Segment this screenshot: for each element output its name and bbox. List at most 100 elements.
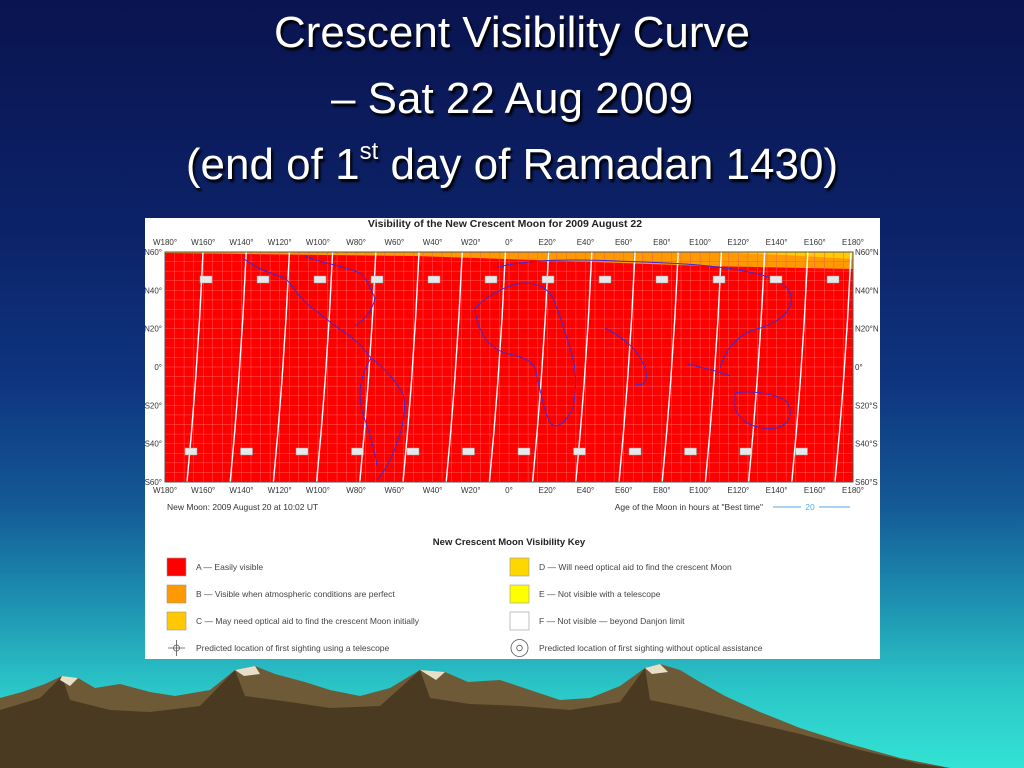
key-label: B — Visible when atmospheric conditions … xyxy=(196,589,395,599)
latitude-label: S60° xyxy=(145,478,162,487)
age-curve xyxy=(402,251,420,483)
longitude-label: E20° xyxy=(539,486,556,495)
curve-label-box xyxy=(598,275,612,284)
slide-title: Crescent Visibility Curve – Sat 22 Aug 2… xyxy=(0,0,1024,198)
title-line-3: (end of 1st day of Ramadan 1430) xyxy=(0,132,1024,198)
longitude-label: W180° xyxy=(153,486,177,495)
curve-label-box xyxy=(184,447,198,456)
curve-label-box xyxy=(826,275,840,284)
longitude-label: W160° xyxy=(191,486,215,495)
key-label: E — Not visible with a telescope xyxy=(539,589,661,599)
title-line-3-pre: (end of 1 xyxy=(185,140,360,189)
latitude-label: S20°S xyxy=(855,401,878,410)
age-curve xyxy=(315,251,334,483)
title-superscript: st xyxy=(359,138,379,165)
curve-label-box xyxy=(739,447,753,456)
curve-label-box xyxy=(370,275,384,284)
longitude-label: W80° xyxy=(346,238,366,247)
longitude-label: W80° xyxy=(346,486,366,495)
curve-label-box xyxy=(684,447,697,456)
longitude-label: E140° xyxy=(766,238,788,247)
key-label: Predicted location of first sighting wit… xyxy=(539,643,763,653)
curve-label-box xyxy=(462,447,475,456)
moon-age-text: Age of the Moon in hours at "Best time" xyxy=(615,502,763,512)
longitude-label: E80° xyxy=(653,486,670,495)
curve-label-box xyxy=(795,447,808,456)
longitude-label: 0° xyxy=(505,238,513,247)
latitude-label: N20°N xyxy=(855,325,879,334)
telescope-symbol-icon xyxy=(173,644,180,652)
latitude-label: S40° xyxy=(145,440,162,449)
curve-label-box xyxy=(406,447,420,456)
longitude-label: E40° xyxy=(577,486,594,495)
latitude-label: N40° xyxy=(145,286,162,295)
title-line-2: – Sat 22 Aug 2009 xyxy=(330,74,694,123)
longitude-labels-top: W180° W160° W140° W120° W100° W80° W60° W40° W20… xyxy=(153,238,864,247)
curve-label-box xyxy=(295,447,309,456)
longitude-label: E180° xyxy=(842,486,864,495)
latitude-label: S40°S xyxy=(855,440,878,449)
mountain-shadow xyxy=(0,668,950,768)
map-title: Visibility of the New Crescent Moon for … xyxy=(368,218,642,230)
curve-label-box xyxy=(351,447,364,456)
longitude-label: E140° xyxy=(766,486,788,495)
longitude-label: W40° xyxy=(423,486,443,495)
latitude-labels-right: N60°N N40°N N20°N 0° S20°S S40°S S60°S xyxy=(855,248,879,487)
curve-label-box xyxy=(517,447,531,456)
curve-label-box xyxy=(628,447,642,456)
curve-label-box xyxy=(769,275,783,284)
longitude-label: W180° xyxy=(153,238,177,247)
world-map xyxy=(164,251,854,483)
key-swatch xyxy=(509,557,530,577)
key-label: Predicted location of first sighting usi… xyxy=(196,643,390,653)
longitude-label: E160° xyxy=(804,238,826,247)
longitude-label: W40° xyxy=(423,238,443,247)
key-swatch xyxy=(509,584,530,604)
longitude-label: W20° xyxy=(461,238,481,247)
longitude-label: E20° xyxy=(539,238,556,247)
longitude-label: E60° xyxy=(615,238,632,247)
naked-eye-symbol-icon xyxy=(510,639,529,657)
longitude-label: W140° xyxy=(229,486,253,495)
key-label: A — Easily visible xyxy=(196,562,263,572)
longitude-label: W120° xyxy=(268,238,292,247)
longitude-label: 0° xyxy=(505,486,513,495)
new-moon-text: New Moon: 2009 August 20 at 10:02 UT xyxy=(167,502,318,512)
longitude-label: W120° xyxy=(268,486,292,495)
curve-label-box xyxy=(484,275,498,284)
key-swatch xyxy=(166,584,187,604)
longitude-label: E100° xyxy=(689,238,711,247)
latitude-labels-left: N60° N40° N20° 0° S20° S40° S60° xyxy=(145,248,162,487)
age-curve xyxy=(618,251,636,483)
latitude-label: N60°N xyxy=(855,248,879,257)
visibility-key: A — Easily visible B — Visible when atmos… xyxy=(166,557,763,657)
visibility-figure-svg: Visibility of the New Crescent Moon for … xyxy=(145,218,879,657)
longitude-label: E160° xyxy=(804,486,826,495)
curve-label-box xyxy=(427,275,441,284)
longitude-label: E60° xyxy=(615,486,632,495)
longitude-label: E180° xyxy=(842,238,864,247)
naked-eye-symbol-icon xyxy=(516,644,523,652)
snow-caps xyxy=(60,664,668,686)
key-label: F — Not visible — beyond Danjon limit xyxy=(539,616,685,626)
sighting-markers xyxy=(184,275,840,456)
mountain-landscape xyxy=(0,664,950,768)
curve-label-box xyxy=(541,275,555,284)
key-swatch xyxy=(166,557,187,577)
latitude-label: N60° xyxy=(145,248,162,257)
curve-label-box xyxy=(313,275,327,284)
title-line-3-post: day of Ramadan 1430) xyxy=(378,140,839,189)
key-label: D — Will need optical aid to find the cr… xyxy=(539,562,732,572)
key-label: C — May need optical aid to find the cre… xyxy=(196,616,420,626)
curve-label-box xyxy=(199,275,213,284)
longitude-label: E40° xyxy=(577,238,594,247)
longitude-label: W100° xyxy=(306,486,330,495)
age-value: 20 xyxy=(805,502,815,512)
longitude-label: E80° xyxy=(653,238,670,247)
latitude-label: S60°S xyxy=(855,478,878,487)
curve-label-box xyxy=(573,447,586,456)
longitude-labels-bottom: W180° W160° W140° W120° W100° W80° W60° W40° W20… xyxy=(153,486,864,495)
latitude-label: S20° xyxy=(145,401,162,410)
age-curve xyxy=(661,251,679,483)
curve-label-box xyxy=(256,275,270,284)
